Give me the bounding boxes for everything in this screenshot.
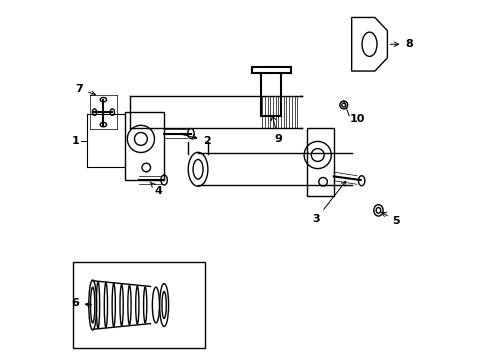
Text: 3: 3 xyxy=(311,181,345,224)
Text: 2: 2 xyxy=(181,134,211,146)
Text: 5: 5 xyxy=(381,212,399,226)
Text: 1: 1 xyxy=(72,136,80,146)
Text: 8: 8 xyxy=(389,39,412,49)
Text: 4: 4 xyxy=(150,182,163,196)
Text: 6: 6 xyxy=(71,298,92,308)
Bar xyxy=(73,262,205,348)
Text: 7: 7 xyxy=(76,84,95,95)
Text: 10: 10 xyxy=(348,113,364,123)
Text: 9: 9 xyxy=(271,116,282,144)
